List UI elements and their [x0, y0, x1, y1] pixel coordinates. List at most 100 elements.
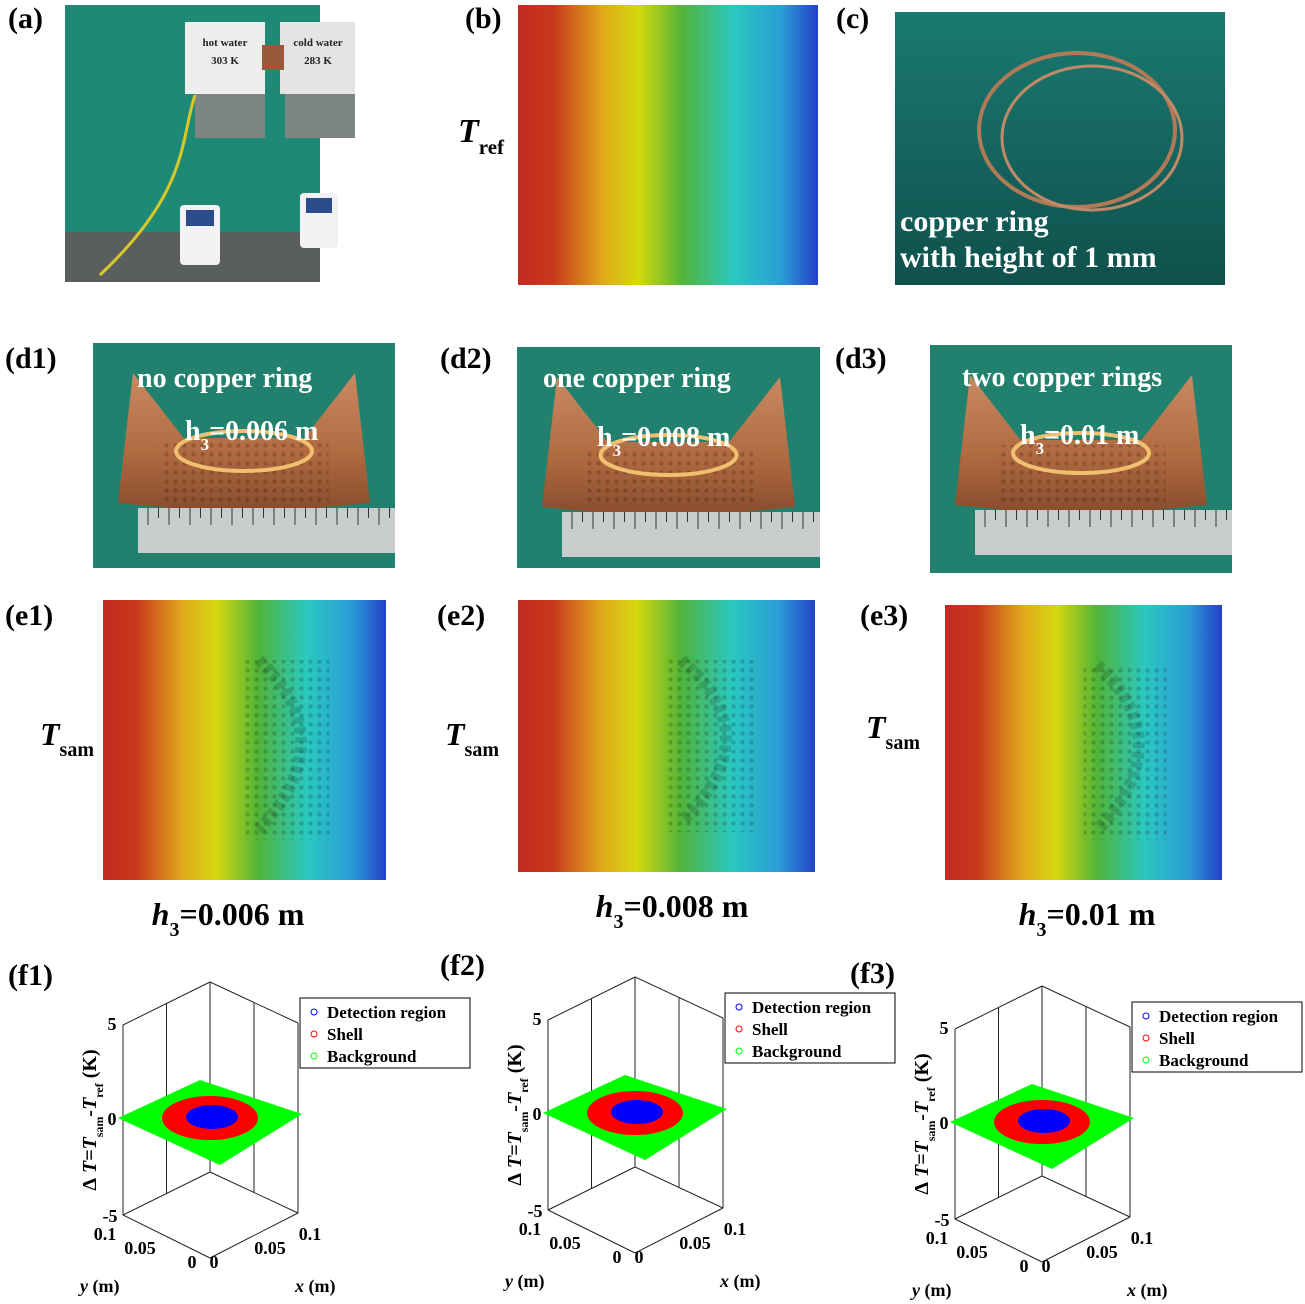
symbol: Tsam: [445, 716, 499, 761]
dot-overlay: [245, 660, 330, 840]
y-tick-label: 0.05: [124, 1238, 156, 1258]
text-part: 5: [108, 1014, 117, 1034]
dot-overlay: [667, 660, 756, 832]
text-part: (c): [836, 2, 869, 35]
text-part: 0.1: [94, 1224, 117, 1244]
ruler: [138, 508, 395, 553]
text-part: T=T: [911, 1140, 933, 1182]
photo-text: one copper ring: [543, 363, 731, 394]
box: [195, 90, 265, 138]
z-tick-label: 5: [108, 1014, 117, 1034]
legend-entry: Shell: [1159, 1029, 1195, 1048]
text-part: Δ: [79, 1178, 101, 1191]
bridge: [262, 45, 284, 70]
text-part: hot water: [203, 37, 248, 49]
legend-entry: Detection region: [1159, 1007, 1279, 1026]
photo-text: with height of 1 mm: [900, 241, 1157, 274]
text-part: sam: [517, 1112, 531, 1133]
text-part: two copper rings: [962, 362, 1162, 393]
axis-label: x (m): [719, 1271, 760, 1292]
text-part: Background: [327, 1047, 417, 1066]
text-part: h: [1020, 420, 1036, 451]
text-part: (m): [304, 1276, 335, 1297]
text-part: 0.1: [519, 1219, 542, 1239]
z-tick-label: -5: [935, 1210, 950, 1230]
symbol: Tsam: [866, 709, 920, 754]
text-part: x: [294, 1276, 304, 1296]
text-part: (f3): [850, 957, 895, 990]
text-part: cold water: [293, 37, 342, 49]
z-tick-label: 5: [533, 1009, 542, 1029]
text-part: (K): [911, 1053, 933, 1087]
text-part: h: [185, 416, 201, 447]
panel-label: (e1): [5, 599, 53, 632]
text-part: ref: [479, 135, 505, 159]
text-part: =0.008 m: [623, 888, 748, 924]
text-part: sam: [92, 1117, 106, 1138]
symbol: Tsam: [40, 716, 94, 761]
text-part: one copper ring: [543, 363, 731, 394]
panel-label: (f2): [440, 949, 485, 982]
plot-3d: [950, 986, 1134, 1262]
text-part: (m): [920, 1280, 951, 1301]
text-part: 0: [210, 1252, 219, 1272]
text-part: copper ring: [900, 205, 1049, 238]
text-part: sam: [924, 1121, 938, 1142]
photo-text: 283 K: [304, 55, 332, 67]
text-part: no copper ring: [137, 363, 312, 394]
text-part: Shell: [752, 1020, 788, 1039]
text-part: with height of 1 mm: [900, 241, 1157, 274]
text-part: (m): [513, 1271, 544, 1292]
text-part: 0: [613, 1247, 622, 1267]
axis-label: x (m): [1126, 1280, 1167, 1301]
caption: h3=0.008 m: [596, 888, 749, 933]
legend-entry: Shell: [327, 1025, 363, 1044]
text-part: (a): [8, 2, 43, 35]
text-part: -5: [103, 1206, 118, 1226]
text-part: 3: [1036, 919, 1046, 941]
legend-entry: Shell: [752, 1020, 788, 1039]
text-part: 0: [108, 1109, 117, 1129]
text-part: h: [152, 896, 170, 932]
photo-text: hot water: [203, 37, 248, 49]
text-part: Detection region: [752, 998, 872, 1017]
text-part: ref: [92, 1082, 106, 1097]
y-tick-label: 0.1: [519, 1219, 542, 1239]
text-part: 0.1: [1131, 1228, 1154, 1248]
axis-label: Δ T=Tsam-Tref (K): [79, 1049, 106, 1190]
text-part: (m): [88, 1276, 119, 1297]
panel-label: (e2): [437, 599, 485, 632]
text-part: 5: [533, 1009, 542, 1029]
text-part: -T: [504, 1092, 526, 1112]
text-part: (f1): [8, 959, 53, 992]
photo-text: two copper rings: [962, 362, 1162, 393]
text-part: 0: [940, 1113, 949, 1133]
z-tick-label: 0: [533, 1104, 542, 1124]
text-part: x: [719, 1271, 729, 1291]
y-tick-label: 0.05: [956, 1242, 988, 1262]
text-part: T: [458, 113, 480, 150]
text-part: 3: [169, 919, 179, 941]
x-tick-label: 0: [210, 1252, 219, 1272]
photo-text: copper ring: [900, 205, 1049, 238]
meter-screen: [306, 198, 332, 213]
text-part: =0.008 m: [621, 422, 730, 453]
text-part: 0.1: [299, 1224, 322, 1244]
text-part: h: [596, 888, 614, 924]
text-part: h: [597, 422, 613, 453]
text-part: Δ: [911, 1182, 933, 1195]
dot-overlay: [1084, 665, 1167, 840]
y-tick-label: 0: [613, 1247, 622, 1267]
scatter-cloud: [1018, 1109, 1070, 1133]
text-part: 3: [1036, 439, 1045, 458]
y-tick-label: 0.05: [549, 1233, 581, 1253]
legend-entry: Detection region: [752, 998, 872, 1017]
panel-label: (f3): [850, 957, 895, 990]
text-part: 0.05: [956, 1242, 988, 1262]
x-tick-label: 0.05: [254, 1238, 286, 1258]
z-tick-label: -5: [103, 1206, 118, 1226]
z-tick-label: -5: [528, 1201, 543, 1221]
ruler: [562, 512, 820, 557]
text-part: 0.1: [724, 1219, 747, 1239]
legend-entry: Detection region: [327, 1003, 447, 1022]
